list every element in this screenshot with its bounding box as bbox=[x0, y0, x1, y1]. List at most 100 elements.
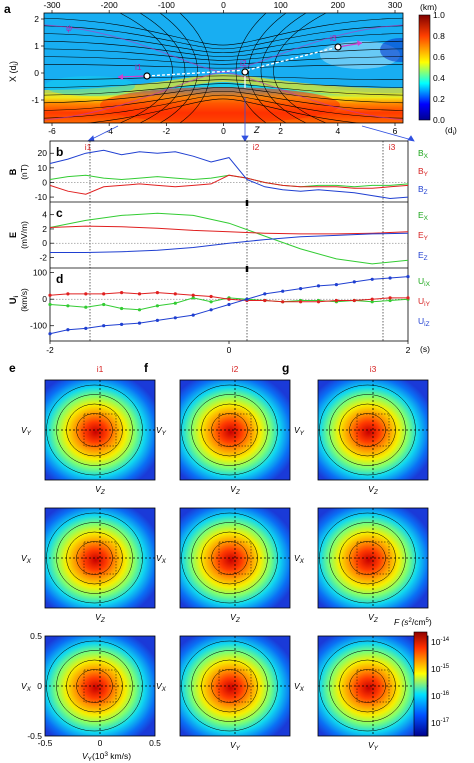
flux-contour bbox=[119, 13, 173, 123]
panel-a-heatmap: i1 i2 i3 ψ bbox=[44, 13, 403, 123]
point-U_iY bbox=[281, 300, 285, 304]
vdf-x-label: VZ bbox=[368, 612, 379, 624]
vdf-colorbar-title: F (s2/cm5) bbox=[394, 617, 432, 627]
point-U_iZ bbox=[299, 287, 303, 291]
vdf-y-label: VX bbox=[21, 553, 32, 565]
a-bottom-tick-label: 6 bbox=[393, 126, 398, 136]
point-U_iZ bbox=[155, 318, 159, 322]
point-U_iY bbox=[191, 293, 195, 297]
vdf-panel: VX VY bbox=[156, 635, 291, 752]
y-tick-label: 20 bbox=[38, 148, 48, 158]
a-bottom-tick-label: 2 bbox=[278, 126, 283, 136]
a-top-tick-label: -200 bbox=[101, 0, 118, 10]
flux-contour bbox=[260, 13, 307, 123]
panel-b-legend: BX BY BZ bbox=[418, 148, 429, 196]
a-cbar-tick-label: 0.0 bbox=[433, 115, 445, 125]
vdf-frame bbox=[317, 635, 429, 737]
panel-d-yunit: (km/s) bbox=[19, 288, 29, 312]
point-U_iX bbox=[370, 300, 374, 304]
b-i2-label: i2 bbox=[253, 142, 260, 152]
panel-b-letter: b bbox=[56, 145, 63, 159]
series-E_Z bbox=[50, 232, 409, 253]
point-U_iY bbox=[370, 297, 374, 301]
vdf-panel: VX VY bbox=[294, 635, 429, 752]
point-U_iZ bbox=[66, 328, 70, 332]
vdf-frame bbox=[179, 507, 291, 609]
point-U_iZ bbox=[137, 321, 142, 325]
vdf-column-title: i3 bbox=[370, 364, 377, 374]
panel-a: a (km) -300 -200 -100 0 100 200 300 bbox=[4, 0, 457, 137]
point-U_iY bbox=[299, 300, 303, 304]
panel-c-ylabel: E bbox=[8, 232, 18, 238]
panel-a-top-ticks: -300 -200 -100 0 100 200 300 bbox=[43, 0, 402, 13]
point-U_iY bbox=[155, 291, 159, 295]
point-U_iY bbox=[173, 292, 177, 296]
vdf-y-label: VY bbox=[21, 425, 32, 437]
point-U_iZ bbox=[120, 322, 124, 326]
y-tick-label: 2 bbox=[42, 224, 47, 234]
a-bottom-tick-label: -4 bbox=[105, 126, 113, 136]
vdf-contour bbox=[329, 394, 406, 466]
point-U_iY bbox=[209, 294, 213, 299]
a-top-tick-label: 0 bbox=[221, 0, 226, 10]
vdf-colorbar-bar bbox=[413, 631, 428, 737]
series-B_Y bbox=[49, 174, 409, 195]
vdf-panel: VX bbox=[21, 635, 156, 737]
flux-contour bbox=[44, 17, 403, 46]
legend-entry: BY bbox=[418, 166, 429, 178]
vdf-contour bbox=[56, 650, 133, 722]
vdf-inner-box bbox=[83, 669, 117, 703]
psi-label: ψ bbox=[66, 23, 72, 33]
legend-entry: EZ bbox=[418, 250, 428, 262]
point-U_iX bbox=[388, 298, 392, 303]
vdf-colorbar-ticks: 10-14 10-15 10-16 10-17 bbox=[431, 637, 450, 728]
panel-b-plot: 20 10 0 -10 bbox=[35, 148, 409, 202]
vdf-y-label: VY bbox=[294, 425, 305, 437]
series-B_X bbox=[49, 174, 409, 188]
legend-entry: UiX bbox=[418, 276, 431, 288]
a-top-tick-label: -300 bbox=[43, 0, 60, 10]
panel-a-z-label: Z bbox=[253, 125, 260, 135]
vdf-frame bbox=[179, 379, 291, 481]
panel-d-x-ticks: -2 0 2 bbox=[46, 341, 411, 355]
point-U_iZ bbox=[352, 280, 356, 284]
flux-contour bbox=[44, 48, 403, 61]
point-U_iZ bbox=[316, 284, 321, 288]
point-U_iZ bbox=[245, 297, 249, 301]
a-top-tick-label: 300 bbox=[388, 0, 402, 10]
point-U_iZ bbox=[388, 276, 392, 280]
a-bottom-tick-label: -6 bbox=[48, 126, 56, 136]
connector-arrows bbox=[87, 97, 415, 142]
y-tick-label: 0 bbox=[42, 294, 47, 304]
a-y-tick-label: 0 bbox=[34, 68, 39, 78]
panel-c-legend: EX EY EZ bbox=[418, 210, 429, 262]
panel-c-plot: 4 2 0 -2 bbox=[39, 210, 409, 265]
vdf-contour bbox=[329, 522, 406, 594]
vdf-x-label: VZ bbox=[95, 612, 106, 624]
vdf-y-label: VY bbox=[156, 425, 167, 437]
vdf-panel-letter: f bbox=[144, 361, 149, 375]
vdf-x-label: VY bbox=[230, 740, 241, 752]
vdf-contour bbox=[349, 669, 386, 703]
a-y-tick-label: 1 bbox=[34, 41, 39, 51]
vdf-inner-box bbox=[356, 541, 390, 575]
point-U_iY bbox=[334, 298, 338, 303]
point-U_iZ bbox=[102, 324, 106, 328]
vdf-contour bbox=[329, 650, 406, 722]
point-U_iX bbox=[66, 304, 70, 308]
panel-a-x-unit: (di) bbox=[445, 125, 457, 137]
y-tick-label: -100 bbox=[30, 321, 47, 331]
vdf-frame bbox=[317, 507, 429, 609]
series-B_Z bbox=[49, 149, 409, 200]
vdf-inner-box bbox=[218, 413, 252, 447]
vdf-contour bbox=[76, 541, 113, 575]
point-U_iY bbox=[84, 292, 88, 296]
point-U_iZ bbox=[191, 313, 195, 317]
point-U_iX bbox=[155, 304, 159, 308]
vdf-cbar-tick-label: 10-17 bbox=[431, 718, 450, 728]
a-bottom-tick-label: 4 bbox=[335, 126, 340, 136]
point-U_iY bbox=[388, 296, 392, 300]
vdf-panel: VY VZ bbox=[156, 379, 291, 496]
b-i3-label: i3 bbox=[389, 142, 396, 152]
